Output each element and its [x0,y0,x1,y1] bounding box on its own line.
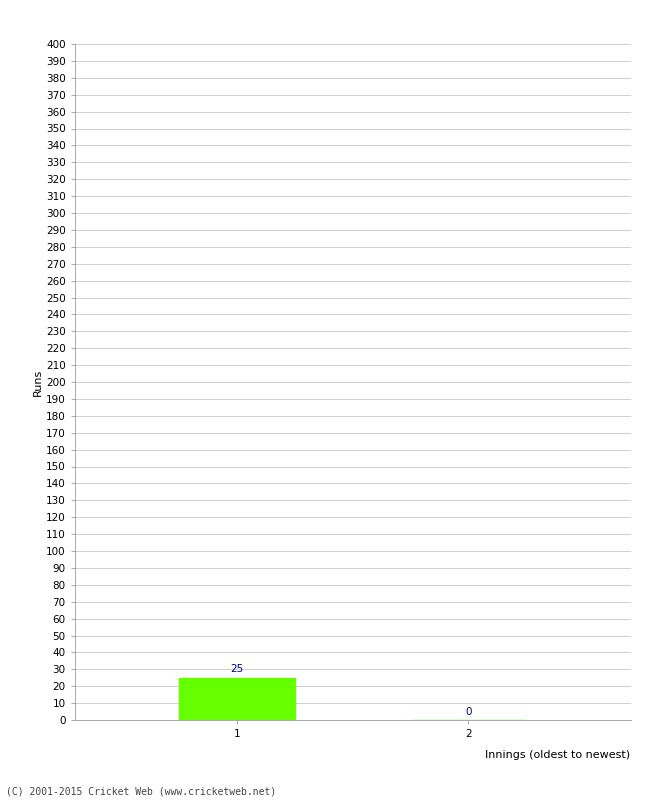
Text: 0: 0 [465,706,472,717]
Y-axis label: Runs: Runs [33,368,43,396]
Text: Innings (oldest to newest): Innings (oldest to newest) [486,750,630,761]
Bar [179,678,294,720]
Text: (C) 2001-2015 Cricket Web (www.cricketweb.net): (C) 2001-2015 Cricket Web (www.cricketwe… [6,786,277,796]
Text: 25: 25 [230,664,244,674]
